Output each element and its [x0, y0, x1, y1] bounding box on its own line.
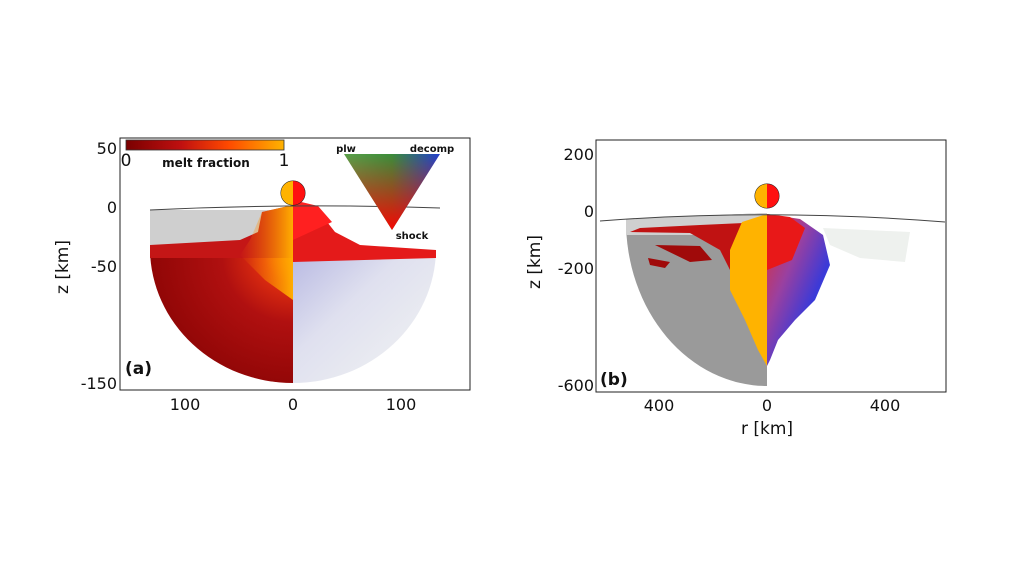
y-tick-label: 200 [563, 145, 594, 164]
panel-b-shock-region [767, 214, 805, 270]
x-tick-label: 0 [288, 395, 298, 414]
ternary-legend: plw decomp shock [336, 144, 454, 242]
x-tick-label: 100 [386, 395, 417, 414]
y-tick-label: 0 [584, 202, 594, 221]
panel-a-field [149, 180, 441, 383]
panel-a-shock-cap [293, 200, 332, 240]
panel-b-label: (b) [600, 370, 628, 390]
x-tick-label: 0 [762, 396, 772, 415]
panel-b-frame [595, 139, 947, 393]
panel-b-melt-core [730, 214, 767, 366]
colorbar-min-label: 0 [121, 151, 132, 171]
panel-a-shock-band [293, 210, 436, 262]
y-tick-label: -150 [81, 374, 117, 393]
panel-a-label: (a) [125, 359, 152, 379]
x-tick-label: 100 [170, 395, 201, 414]
panel-a-y-axis-label: z [km] [53, 240, 73, 294]
colorbar-max-label: 1 [279, 151, 290, 171]
y-tick-label: -600 [558, 376, 594, 395]
panel-b: 200 0 -200 -600 400 0 400 z [km] r [km] … [525, 139, 947, 439]
panel-b-surface-line [599, 214, 946, 223]
panel-b-y-axis-label: z [km] [525, 235, 545, 289]
panel-a: 50 0 -50 -150 100 0 100 z [km] (a) 0 1 m… [53, 137, 471, 414]
panel-b-impactor-right [767, 184, 779, 208]
panel-a-impactor-left [281, 181, 293, 205]
panel-b-x-ticks: 400 0 400 [644, 396, 901, 415]
panel-a-impactor-right [293, 181, 305, 205]
panel-b-melt-streak [655, 245, 712, 262]
y-tick-label: -200 [558, 259, 594, 278]
panel-b-y-ticks: 200 0 -200 -600 [558, 145, 594, 395]
y-tick-label: 0 [107, 198, 117, 217]
x-tick-label: 400 [644, 396, 675, 415]
panel-a-x-ticks: 100 0 100 [170, 395, 417, 414]
panel-b-faint-halo [823, 228, 910, 262]
panel-a-provenance-half [293, 250, 436, 383]
panel-a-y-ticks: 50 0 -50 -150 [81, 139, 117, 393]
panel-a-melt-core [240, 205, 293, 300]
ternary-label-decomp: decomp [410, 144, 454, 155]
panel-b-field [599, 183, 946, 386]
panel-a-frame [119, 137, 471, 391]
x-tick-label: 400 [870, 396, 901, 415]
ternary-triangle-shade [344, 154, 440, 230]
y-tick-label: 50 [97, 139, 117, 158]
panel-b-impactor-left [755, 184, 767, 208]
colorbar-title: melt fraction [162, 156, 250, 170]
colorbar-gradient [125, 139, 285, 151]
panel-b-x-axis-label: r [km] [741, 419, 793, 439]
melt-colorbar: 0 1 melt fraction [121, 139, 290, 171]
panel-b-melt-streak [648, 258, 670, 268]
y-tick-label: -50 [91, 257, 117, 276]
panel-a-melt-half [150, 250, 293, 383]
ternary-label-plw: plw [336, 144, 356, 155]
ternary-label-shock: shock [396, 231, 429, 242]
